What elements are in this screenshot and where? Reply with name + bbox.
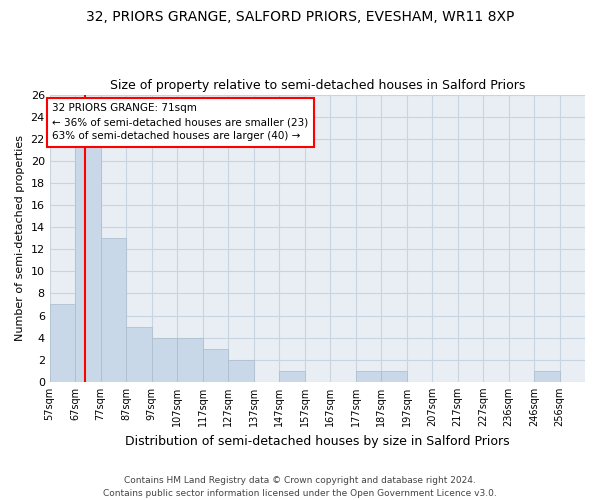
Bar <box>534 371 560 382</box>
Bar <box>381 371 407 382</box>
Bar <box>126 326 152 382</box>
Bar <box>228 360 254 382</box>
Bar <box>75 138 101 382</box>
Bar <box>203 348 228 382</box>
Text: 32 PRIORS GRANGE: 71sqm
← 36% of semi-detached houses are smaller (23)
63% of se: 32 PRIORS GRANGE: 71sqm ← 36% of semi-de… <box>52 104 308 142</box>
Text: Contains HM Land Registry data © Crown copyright and database right 2024.
Contai: Contains HM Land Registry data © Crown c… <box>103 476 497 498</box>
Bar <box>279 371 305 382</box>
Text: 32, PRIORS GRANGE, SALFORD PRIORS, EVESHAM, WR11 8XP: 32, PRIORS GRANGE, SALFORD PRIORS, EVESH… <box>86 10 514 24</box>
Y-axis label: Number of semi-detached properties: Number of semi-detached properties <box>15 135 25 341</box>
Bar <box>50 304 75 382</box>
X-axis label: Distribution of semi-detached houses by size in Salford Priors: Distribution of semi-detached houses by … <box>125 434 509 448</box>
Title: Size of property relative to semi-detached houses in Salford Priors: Size of property relative to semi-detach… <box>110 79 525 92</box>
Bar <box>356 371 381 382</box>
Bar <box>101 238 126 382</box>
Bar <box>177 338 203 382</box>
Bar <box>152 338 177 382</box>
